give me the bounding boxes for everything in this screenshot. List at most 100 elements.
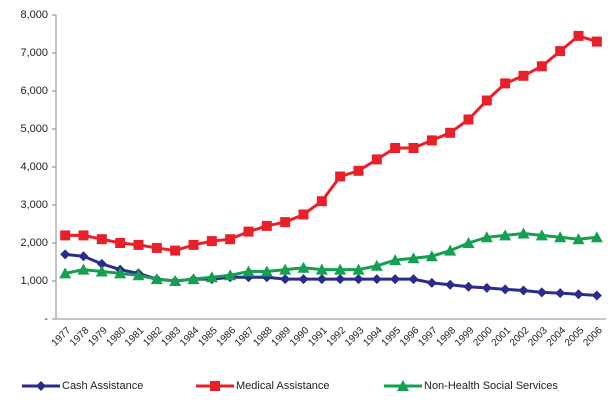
x-tick-label: 1994 (361, 325, 385, 349)
x-tick-label: 2006 (581, 325, 605, 349)
marker (480, 231, 493, 243)
legend-item: Non-Health Social Services (384, 380, 558, 392)
marker (60, 230, 71, 241)
marker (591, 290, 602, 301)
marker (590, 231, 603, 243)
marker (554, 231, 567, 243)
x-tick-label: 1980 (105, 325, 129, 349)
marker (518, 285, 529, 296)
marker (445, 127, 456, 138)
marker (60, 249, 71, 260)
marker (572, 233, 585, 245)
marker (390, 143, 401, 153)
x-tick-label: 1983 (160, 325, 184, 349)
marker (535, 229, 548, 241)
marker (206, 236, 217, 247)
x-tick-label: 1988 (251, 325, 275, 349)
x-tick-label: 1996 (398, 325, 422, 349)
y-tick-label: 8,000 (20, 9, 48, 21)
x-tick-label: 1987 (233, 325, 257, 349)
marker (573, 30, 584, 41)
legend-marker (36, 381, 46, 391)
y-tick-label: 7,000 (20, 47, 48, 59)
marker (115, 238, 126, 248)
marker (425, 250, 438, 262)
marker (408, 274, 419, 285)
x-tick-label: 1998 (435, 325, 459, 349)
marker (462, 237, 475, 248)
series-line (65, 252, 597, 297)
legend-marker (210, 381, 220, 391)
marker (316, 196, 327, 207)
marker (298, 209, 309, 220)
marker (500, 284, 511, 295)
x-tick-label: 1986 (215, 325, 239, 349)
y-tick-label: 4,000 (20, 161, 48, 173)
marker (225, 234, 236, 245)
y-tick-label: 2,000 (20, 237, 48, 249)
x-tick-label: 1999 (453, 325, 477, 349)
marker (96, 258, 107, 269)
series-line (65, 34, 598, 253)
x-tick-label: 2004 (545, 325, 569, 349)
marker (389, 254, 402, 266)
marker (261, 220, 272, 231)
marker (390, 274, 401, 285)
marker (95, 265, 108, 277)
marker (352, 263, 365, 275)
marker (481, 95, 492, 106)
marker (59, 267, 72, 279)
x-tick-label: 1978 (68, 325, 92, 349)
marker (280, 217, 291, 228)
x-tick-label: 1982 (141, 325, 165, 349)
x-tick-label: 2003 (526, 325, 550, 349)
legend-marker (397, 380, 409, 391)
marker (591, 36, 602, 47)
x-tick-label: 2002 (508, 325, 532, 349)
marker (297, 261, 310, 273)
y-tick-label: 3,000 (20, 199, 48, 211)
marker (170, 245, 181, 256)
marker (371, 154, 382, 165)
x-tick-label: 1979 (86, 325, 110, 349)
legend-item: Cash Assistance (22, 380, 143, 392)
marker (151, 242, 162, 253)
marker (114, 267, 127, 279)
marker (133, 239, 144, 250)
marker (536, 61, 547, 72)
x-tick-label: 1981 (123, 325, 147, 349)
marker (298, 274, 309, 285)
legend-label: Medical Assistance (236, 380, 330, 392)
legend-item: Medical Assistance (196, 380, 330, 392)
y-tick-label: 6,000 (20, 85, 48, 97)
marker (353, 165, 364, 176)
marker (316, 274, 327, 285)
x-tick-label: 2005 (563, 325, 587, 349)
marker (371, 274, 382, 285)
marker (169, 275, 182, 286)
marker (499, 229, 512, 241)
x-tick-label: 1991 (306, 325, 330, 349)
marker (96, 234, 107, 245)
marker (279, 263, 292, 275)
marker (500, 78, 511, 89)
marker (370, 259, 383, 271)
x-tick-label: 1992 (325, 325, 349, 349)
marker (78, 251, 89, 262)
marker (315, 263, 328, 275)
marker (408, 143, 419, 153)
marker (463, 281, 474, 292)
marker (444, 244, 457, 256)
marker (188, 239, 199, 250)
marker (517, 227, 530, 239)
x-tick-label: 1990 (288, 325, 312, 349)
marker (481, 282, 492, 293)
marker (242, 265, 255, 277)
x-tick-label: 1995 (380, 325, 404, 349)
marker (426, 277, 437, 288)
x-tick-label: 1997 (416, 325, 440, 349)
x-tick-label: 1984 (178, 325, 202, 349)
y-tick-label: 1,000 (20, 275, 48, 287)
marker (518, 70, 529, 81)
